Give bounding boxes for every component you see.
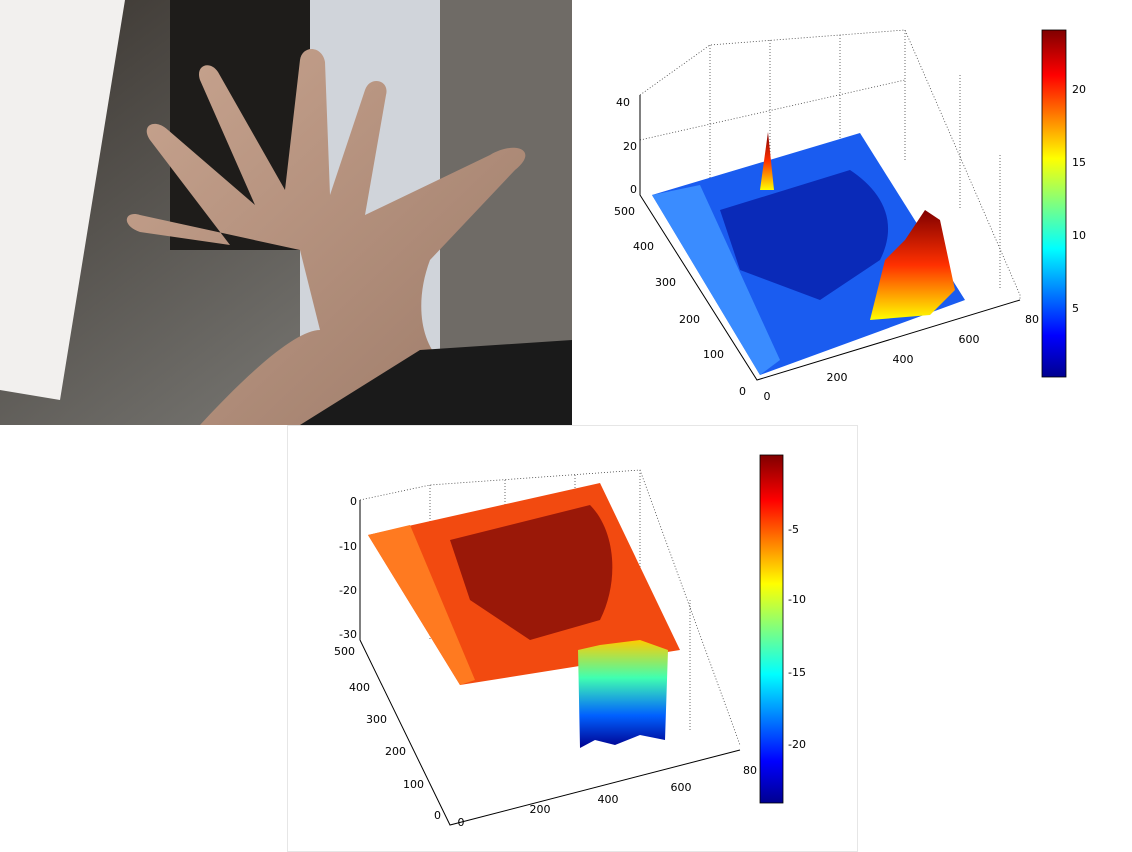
colorbar-tick-label: -20 bbox=[788, 738, 806, 751]
z-tick-label: -20 bbox=[339, 584, 357, 597]
x-tick-label: 600 bbox=[671, 781, 692, 794]
colorbar-tick-label: 20 bbox=[1072, 83, 1086, 96]
surface-plot-bottom: 0 -10 -20 -30 500 400 300 200 100 0 0 20… bbox=[288, 426, 858, 852]
z-tick-label: 0 bbox=[630, 183, 637, 196]
surface-plot-top: 40 20 0 500 400 300 200 100 0 0 200 400 … bbox=[614, 30, 1086, 403]
y-tick-label: 100 bbox=[403, 778, 424, 791]
colorbar bbox=[760, 455, 783, 803]
y-tick-label: 400 bbox=[633, 240, 654, 253]
colorbar-tick-label: 5 bbox=[1072, 302, 1079, 315]
x-tick-label: 80 bbox=[1025, 313, 1039, 326]
x-tick-label: 600 bbox=[959, 333, 980, 346]
x-tick-label: 0 bbox=[764, 390, 771, 403]
y-tick-label: 300 bbox=[366, 713, 387, 726]
colorbar-tick-label: -15 bbox=[788, 666, 806, 679]
z-tick-label: -10 bbox=[339, 540, 357, 553]
colorbar bbox=[1042, 30, 1066, 377]
y-tick-label: 400 bbox=[349, 681, 370, 694]
x-tick-label: 200 bbox=[827, 371, 848, 384]
colorbar-tick-label: 15 bbox=[1072, 156, 1086, 169]
y-tick-label: 0 bbox=[739, 385, 746, 398]
y-tick-label: 500 bbox=[334, 645, 355, 658]
x-tick-label: 80 bbox=[743, 764, 757, 777]
z-tick-label: 40 bbox=[616, 96, 630, 109]
x-tick-label: 400 bbox=[598, 793, 619, 806]
z-tick-label: 20 bbox=[623, 140, 637, 153]
y-tick-label: 200 bbox=[679, 313, 700, 326]
y-tick-label: 0 bbox=[434, 809, 441, 822]
z-tick-label: 0 bbox=[350, 495, 357, 508]
x-tick-label: 0 bbox=[458, 816, 465, 829]
y-tick-label: 500 bbox=[614, 205, 635, 218]
x-tick-label: 200 bbox=[530, 803, 551, 816]
z-tick-label: -30 bbox=[339, 628, 357, 641]
y-tick-label: 100 bbox=[703, 348, 724, 361]
y-tick-label: 200 bbox=[385, 745, 406, 758]
colorbar-tick-label: 10 bbox=[1072, 229, 1086, 242]
y-tick-label: 300 bbox=[655, 276, 676, 289]
figure: 40 20 0 500 400 300 200 100 0 0 200 400 … bbox=[0, 0, 1132, 852]
x-tick-label: 400 bbox=[893, 353, 914, 366]
colorbar-tick-label: -10 bbox=[788, 593, 806, 606]
photo bbox=[0, 0, 572, 425]
colorbar-tick-label: -5 bbox=[788, 523, 799, 536]
